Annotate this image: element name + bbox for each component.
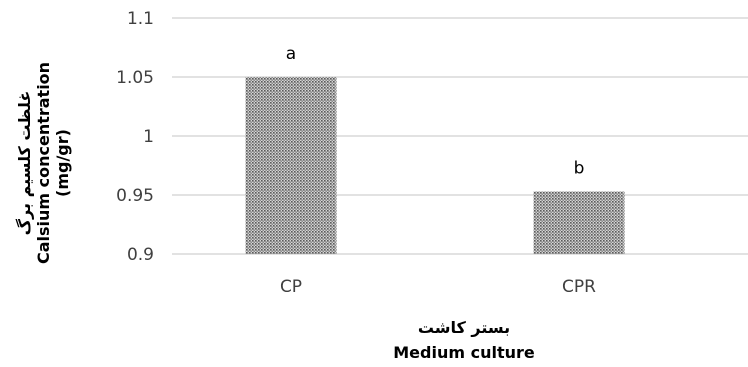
x-axis-title-line-1: بستر کاشت — [418, 318, 510, 337]
bar-cpr — [533, 191, 625, 254]
x-tick-label-cpr: CPR — [562, 277, 596, 297]
y-tick-label: 0.95 — [116, 186, 154, 206]
x-axis-title-line-2: Medium culture — [393, 343, 535, 362]
y-axis-title: غلظت کلسیم برگ Calsium concentration (mg… — [15, 62, 72, 264]
y-tick-label: 1.05 — [116, 68, 154, 88]
x-tick-label-cp: CP — [280, 277, 302, 297]
x-axis-ticks: CP CPR — [280, 277, 596, 297]
y-tick-label: 1 — [143, 127, 154, 147]
y-tick-label: 0.9 — [127, 245, 154, 265]
y-axis-title-line-1: غلظت کلسیم برگ — [15, 91, 34, 236]
data-labels: ab — [286, 44, 585, 178]
data-label-cpr: b — [574, 158, 585, 178]
y-axis-title-line-2: Calsium concentration — [34, 62, 53, 264]
bars — [245, 77, 625, 254]
y-tick-label: 1.1 — [127, 9, 154, 29]
data-label-cp: a — [286, 44, 296, 64]
y-axis-title-line-3: (mg/gr) — [53, 129, 72, 197]
y-axis-ticks: 1.1 1.05 1 0.95 0.9 — [116, 9, 154, 265]
bar-cp — [245, 77, 337, 254]
